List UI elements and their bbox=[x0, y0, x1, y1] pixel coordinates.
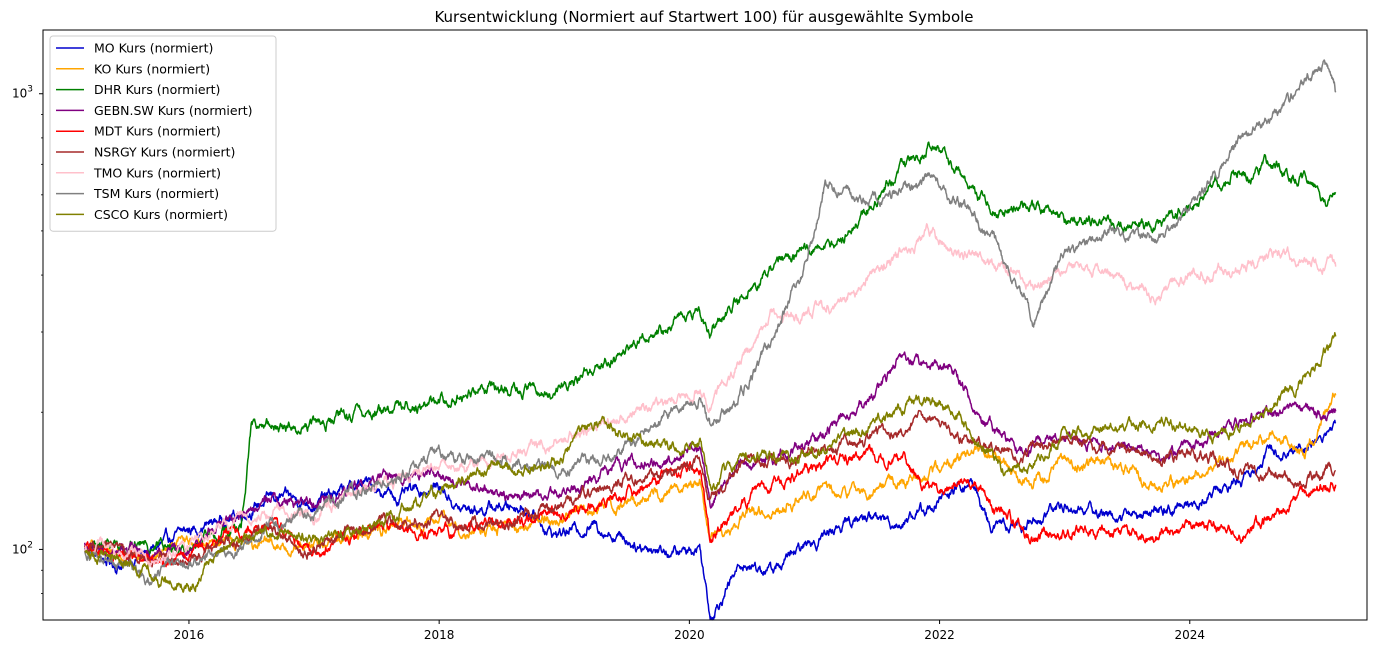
x-tick-label: 2020 bbox=[674, 628, 705, 642]
series-line-csco bbox=[84, 332, 1337, 593]
y-tick-label: 103 bbox=[12, 85, 33, 101]
chart-title: Kursentwicklung (Normiert auf Startwert … bbox=[434, 8, 973, 26]
legend-label: TMO Kurs (normiert) bbox=[93, 165, 221, 180]
legend-box bbox=[49, 35, 277, 232]
legend-label: MDT Kurs (normiert) bbox=[94, 124, 221, 139]
series-line-tsm bbox=[83, 59, 1337, 586]
legend-label: KO Kurs (normiert) bbox=[94, 61, 210, 76]
y-axis: 102 103 bbox=[12, 85, 43, 594]
x-tick-label: 2018 bbox=[424, 628, 455, 642]
legend-label: MO Kurs (normiert) bbox=[94, 41, 213, 56]
x-tick-label: 2016 bbox=[174, 628, 205, 642]
series-line-mo bbox=[83, 419, 1337, 621]
y-tick-label: 102 bbox=[12, 540, 33, 556]
legend-label: NSRGY Kurs (normiert) bbox=[94, 145, 235, 160]
legend: MO Kurs (normiert) KO Kurs (normiert) DHR … bbox=[49, 35, 277, 232]
series-line-gebn-sw bbox=[83, 351, 1337, 562]
series-layer bbox=[83, 59, 1337, 621]
legend-label: GEBN.SW Kurs (normiert) bbox=[94, 103, 253, 118]
x-tick-label: 2024 bbox=[1174, 628, 1205, 642]
series-line-dhr bbox=[83, 141, 1337, 559]
x-axis: 2016 2018 2020 2022 2024 bbox=[174, 620, 1205, 642]
legend-label: DHR Kurs (normiert) bbox=[94, 82, 220, 97]
legend-label: CSCO Kurs (normiert) bbox=[94, 207, 228, 222]
series-line-nsrgy bbox=[84, 409, 1337, 568]
legend-label: TSM Kurs (normiert) bbox=[93, 186, 219, 201]
plot-frame bbox=[42, 29, 1368, 621]
x-tick-label: 2022 bbox=[924, 628, 955, 642]
